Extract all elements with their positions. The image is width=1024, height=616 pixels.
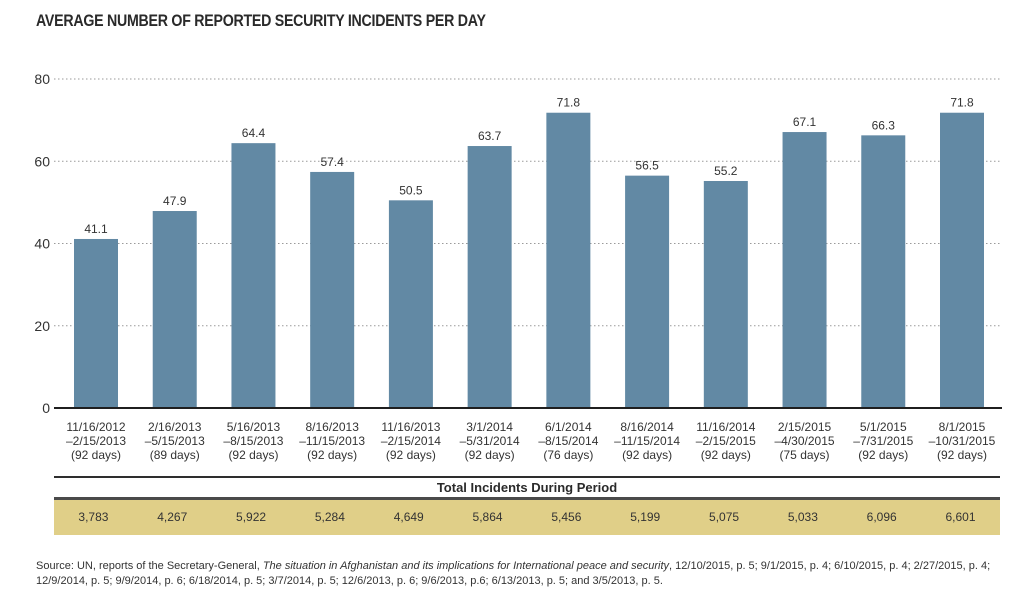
y-tick-label: 40: [34, 236, 50, 252]
table-cell: 5,199: [630, 510, 661, 524]
total-incidents-row: 3,783 4,267 5,922 5,284 4,649 5,864 5,456 5,199…: [54, 497, 1000, 535]
bar: [231, 143, 276, 408]
x-tick-label: –11/15/2013: [299, 434, 365, 448]
x-tick-label: 11/16/2012: [66, 420, 125, 434]
x-tick-label: (76 days): [543, 448, 593, 462]
bar: [310, 171, 355, 408]
y-tick-label: 80: [34, 71, 50, 87]
data-label: 57.4: [321, 155, 345, 169]
bar: [703, 180, 748, 408]
data-label: 50.5: [399, 183, 423, 197]
bar: [388, 200, 433, 408]
data-label: 64.4: [242, 126, 266, 140]
table-cell: 5,864: [472, 510, 503, 524]
table-cell: 5,922: [236, 510, 267, 524]
x-tick-label: –7/31/2015: [853, 434, 913, 448]
data-label: 71.8: [557, 96, 581, 110]
bar: [546, 112, 591, 408]
table-cell: 5,075: [709, 510, 740, 524]
y-tick-label: 0: [42, 400, 50, 416]
source-title: The situation in Afghanistan and its imp…: [262, 560, 670, 572]
x-tick-label: –4/30/2015: [775, 434, 835, 448]
x-tick-label: 8/16/2013: [305, 420, 359, 434]
data-label: 67.1: [793, 115, 817, 129]
x-tick-label: –5/15/2013: [145, 434, 205, 448]
x-tick-label: 3/1/2014: [466, 420, 513, 434]
table-cell: 4,649: [393, 510, 424, 524]
x-tick-label: 11/16/2013: [381, 420, 440, 434]
x-tick-label: (92 days): [71, 448, 121, 462]
source-suffix: , 12/10/2015, p. 5; 9/1/2015, p. 4; 6/10…: [36, 560, 991, 587]
x-tick-label: 6/1/2014: [545, 420, 592, 434]
table-top-rule: [54, 476, 1000, 478]
table-cell: 5,456: [551, 510, 582, 524]
x-tick-label: –10/31/2015: [929, 434, 996, 448]
x-tick-label: –8/15/2014: [538, 434, 598, 448]
x-tick-label: (92 days): [622, 448, 672, 462]
bar: [625, 175, 670, 408]
x-tick-label: 11/16/2014: [696, 420, 755, 434]
y-tick-label: 60: [34, 153, 50, 169]
bar: [940, 112, 984, 408]
x-tick-label: (89 days): [150, 448, 200, 462]
table-cell: 6,601: [945, 510, 976, 524]
data-label: 63.7: [478, 129, 502, 143]
data-label: 55.2: [714, 164, 738, 178]
x-tick-label: (92 days): [701, 448, 751, 462]
bar: [861, 135, 906, 408]
x-tick-label: 2/15/2015: [778, 420, 832, 434]
x-tick-label: –8/15/2013: [223, 434, 283, 448]
bar: [74, 238, 118, 408]
x-tick-label: 8/1/2015: [939, 420, 986, 434]
data-label: 66.3: [872, 118, 896, 132]
bar: [782, 132, 827, 408]
table-header: Total Incidents During Period: [436, 480, 618, 495]
table-cell: 4,267: [157, 510, 188, 524]
x-tick-label: –11/15/2014: [614, 434, 680, 448]
x-tick-label: –2/15/2014: [381, 434, 441, 448]
bar: [152, 211, 197, 408]
data-label: 71.8: [950, 96, 974, 110]
x-tick-label: 5/16/2013: [227, 420, 281, 434]
x-tick-label: –2/15/2015: [696, 434, 756, 448]
x-tick-label: (92 days): [228, 448, 278, 462]
x-tick-label: (75 days): [780, 448, 830, 462]
x-tick-label: (92 days): [858, 448, 908, 462]
table-cell: 6,096: [866, 510, 897, 524]
source-prefix: Source: UN, reports of the Secretary-Gen…: [36, 560, 263, 572]
chart-title: AVERAGE NUMBER OF REPORTED SECURITY INCI…: [36, 12, 486, 30]
data-label: 56.5: [635, 159, 659, 173]
data-label: 47.9: [163, 194, 187, 208]
x-tick-label: 5/1/2015: [860, 420, 907, 434]
x-tick-label: (92 days): [465, 448, 515, 462]
y-tick-label: 20: [34, 318, 50, 334]
data-label: 41.1: [84, 222, 108, 236]
table-cell: 5,033: [787, 510, 818, 524]
x-tick-label: 8/16/2014: [620, 420, 674, 434]
table-cell: 3,783: [78, 510, 109, 524]
table-cell: 5,284: [314, 510, 345, 524]
bar: [467, 146, 512, 408]
x-tick-label: (92 days): [307, 448, 357, 462]
source-note: Source: UN, reports of the Secretary-Gen…: [36, 559, 1006, 589]
x-tick-label: –2/15/2013: [66, 434, 126, 448]
x-tick-label: (92 days): [386, 448, 436, 462]
x-tick-label: 2/16/2013: [148, 420, 202, 434]
x-tick-label: –5/31/2014: [460, 434, 520, 448]
x-tick-label: (92 days): [937, 448, 987, 462]
